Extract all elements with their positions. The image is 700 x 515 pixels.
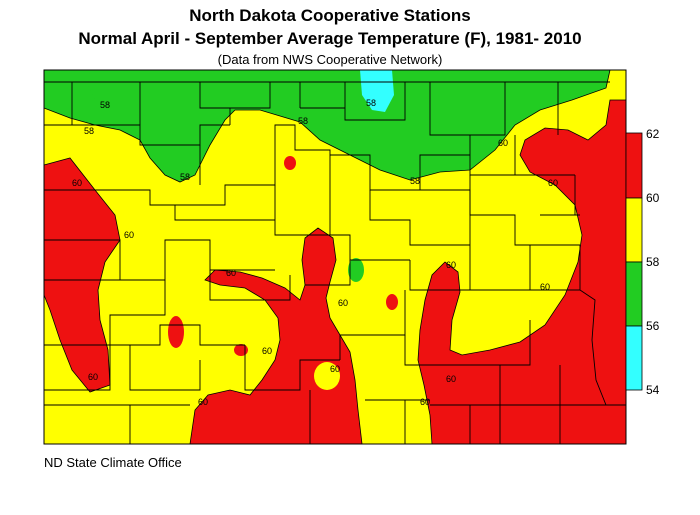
legend-label: 58 [646,255,660,269]
contour-label: 60 [262,346,272,356]
contour-label: 60 [420,397,430,407]
red-region-southcentral [190,228,362,444]
red-region-west [44,158,120,392]
legend-swatch-54-56 [625,325,643,391]
map-subtitle: Normal April - September Average Tempera… [78,29,582,48]
cyan-region [360,70,394,112]
color-legend: 62 60 58 56 54 [625,127,660,397]
contour-label: 60 [498,138,508,148]
contour-label: 60 [446,260,456,270]
contour-label: 58 [410,176,420,186]
legend-label: 54 [646,383,660,397]
legend-label: 60 [646,191,660,205]
contour-label: 58 [84,126,94,136]
green-spot-center [348,258,364,282]
red-spot-central [386,294,398,310]
contour-label: 60 [338,298,348,308]
legend-swatch-60-62 [625,132,643,199]
contour-lines [43,69,626,445]
contour-label: 60 [540,282,550,292]
contour-label: 58 [298,116,308,126]
contour-label: 60 [198,397,208,407]
map-title: North Dakota Cooperative Stations [189,6,471,25]
legend-swatch-58-60 [625,197,643,263]
legend-label: 62 [646,127,660,141]
legend-label: 56 [646,319,660,333]
contour-label: 58 [180,172,190,182]
credit-text: ND State Climate Office [44,455,182,470]
contour-label: 60 [226,268,236,278]
contour-label: 58 [366,98,376,108]
data-source-note: (Data from NWS Cooperative Network) [217,52,443,67]
red-region-east [418,100,626,444]
contour-label: 60 [548,178,558,188]
contour-label: 60 [124,230,134,240]
green-region-north [44,70,610,182]
yellow-hole-south [314,362,340,390]
contour-label: 60 [88,372,98,382]
contour-label-group: 58 58 58 58 58 58 60 60 60 60 60 60 60 6… [72,98,558,407]
red-spot-west [168,316,184,348]
contour-label: 60 [330,364,340,374]
red-spot-north [284,156,296,170]
green-bump-west [88,70,130,105]
legend-swatch-56-58 [625,261,643,327]
county-boundaries [44,81,626,444]
red-spot-southwest [234,344,248,356]
contour-label: 58 [100,100,110,110]
contour-label: 60 [446,374,456,384]
contour-label: 60 [72,178,82,188]
